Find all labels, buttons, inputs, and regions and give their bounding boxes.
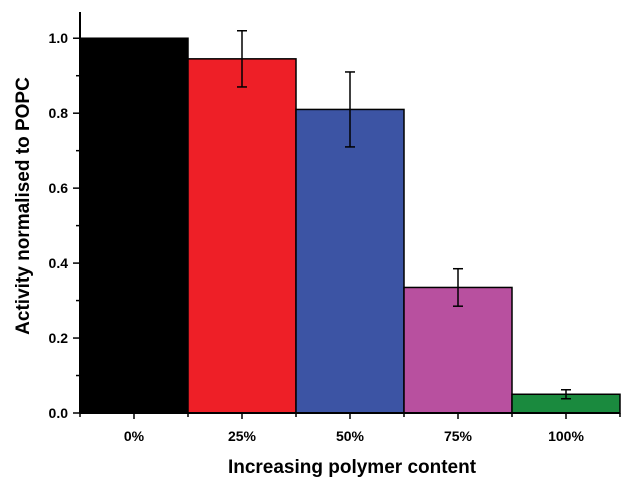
x-tick-label: 100% bbox=[548, 428, 584, 444]
bar-1 bbox=[187, 58, 297, 414]
x-ticks-group: 0% 25% 50% 75% 100% bbox=[79, 413, 621, 444]
x-axis-title: Increasing polymer content bbox=[228, 457, 477, 478]
x-tick-label: 0% bbox=[124, 428, 145, 444]
y-tick-label: 0.0 bbox=[49, 405, 69, 421]
x-tick-label: 50% bbox=[336, 428, 365, 444]
y-tick-label: 0.8 bbox=[49, 105, 69, 121]
y-ticks-group: 0.0 0.2 0.4 0.6 0.8 1.0 bbox=[49, 30, 80, 421]
bar-2 bbox=[295, 108, 405, 414]
bar-0 bbox=[79, 37, 189, 414]
bar-3 bbox=[403, 286, 513, 414]
y-tick-label: 0.4 bbox=[49, 255, 69, 271]
x-tick-label: 75% bbox=[444, 428, 473, 444]
y-tick-label: 0.2 bbox=[49, 330, 69, 346]
y-axis-title: Activity normalised to POPC bbox=[13, 77, 34, 335]
error-bars-group bbox=[237, 29, 571, 400]
y-tick-label: 1.0 bbox=[49, 30, 69, 46]
y-tick-label: 0.6 bbox=[49, 180, 69, 196]
error-bar-3 bbox=[453, 267, 463, 307]
x-tick-label: 25% bbox=[228, 428, 257, 444]
error-bar-2 bbox=[345, 71, 355, 148]
error-bar-4 bbox=[561, 389, 571, 400]
error-bar-1 bbox=[237, 29, 247, 88]
